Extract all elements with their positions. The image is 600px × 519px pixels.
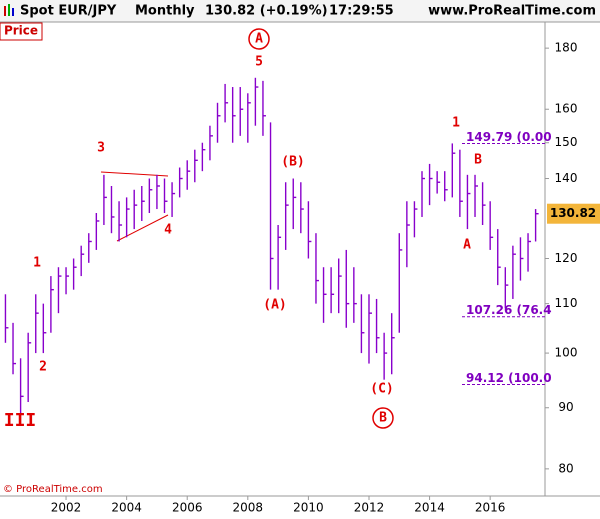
x-tick-label: 2004: [111, 501, 142, 515]
price-label-box: [0, 22, 43, 41]
y-tick-label: 180: [555, 41, 578, 55]
instrument: Spot EUR/JPY: [20, 4, 117, 19]
wave-label: (A): [263, 298, 286, 313]
y-tick-label: 100: [555, 346, 578, 360]
time: 17:29:55: [329, 4, 394, 19]
footer: © ProRealTime.com: [3, 484, 103, 495]
wave-label: (B): [281, 155, 304, 170]
x-tick-label: 2006: [172, 501, 203, 515]
period: Monthly: [135, 4, 195, 19]
wave-label: A: [463, 238, 471, 253]
wave-label: 1: [33, 256, 41, 271]
x-tick-label: 2016: [475, 501, 506, 515]
site: www.ProRealTime.com: [428, 4, 596, 19]
fib-label: 107.26 (76.4: [466, 303, 552, 317]
x-tick-label: 2012: [354, 501, 385, 515]
wave-circle: [372, 407, 394, 429]
y-tick-label: 150: [555, 135, 578, 149]
y-tick-label: 140: [555, 171, 578, 185]
trend-line: [116, 214, 169, 242]
price-change: 130.82 (+0.19%): [205, 4, 328, 19]
wave-label: 2: [39, 360, 47, 375]
x-tick-label: 2002: [51, 501, 82, 515]
x-tick-label: 2008: [233, 501, 264, 515]
wave-label: (C): [370, 382, 393, 397]
wave-label: 1: [452, 116, 460, 131]
last-price: 130.82: [550, 206, 596, 220]
wave-label: B: [379, 411, 387, 426]
fib-label: 149.79 (0.00: [466, 130, 552, 144]
wave-label: 5: [255, 55, 263, 70]
y-tick-label: 120: [555, 251, 578, 265]
wave-label: 3: [97, 141, 105, 156]
wave-label: A: [255, 32, 263, 47]
y-tick-label: 160: [555, 102, 578, 116]
wave-circle: [248, 28, 270, 50]
x-tick-label: 2010: [293, 501, 324, 515]
header-bar: [0, 0, 600, 22]
logo: [4, 4, 14, 16]
wave-label: III: [4, 410, 37, 431]
wave-label: 4: [164, 223, 172, 238]
wave-label: B: [474, 153, 482, 168]
y-tick-label: 90: [558, 400, 573, 414]
price-label: Price: [4, 24, 38, 38]
last-price-box: [547, 203, 600, 224]
y-tick-label: 110: [555, 296, 578, 310]
fib-label: 94.12 (100.0: [466, 371, 552, 385]
x-tick-label: 2014: [414, 501, 445, 515]
y-tick-label: 80: [558, 461, 573, 475]
